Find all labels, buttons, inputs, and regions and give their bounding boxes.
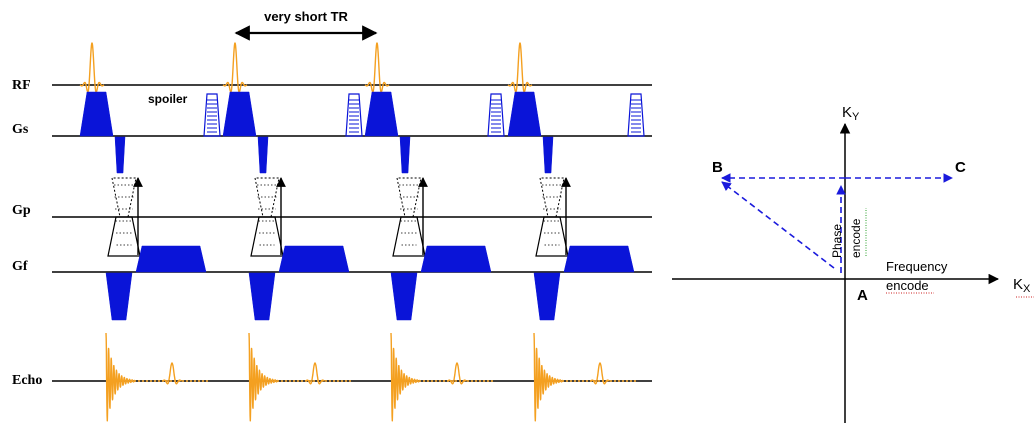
- gf-row-label: Gf: [12, 259, 28, 274]
- diagonal-trajectory-to-b: [721, 181, 835, 269]
- phase-encode-label: encode: [849, 218, 863, 258]
- phase-encode-table-4: [535, 177, 571, 257]
- frequency-dephase-lobe-2: [248, 272, 276, 321]
- rf-pulse-4: [507, 42, 533, 93]
- frequency-label: Frequency: [886, 259, 948, 274]
- phase-encode-table-2: [250, 177, 286, 257]
- slice-select-lobe-2: [222, 91, 257, 137]
- tr-annotation: very short TR: [234, 9, 378, 41]
- rf-pulse-1: [79, 42, 105, 93]
- slice-select-lobe-4: [507, 91, 542, 137]
- frequency-encode-label: encode: [886, 278, 929, 293]
- gs-row-label: Gs: [12, 122, 29, 137]
- phase-encode-gradients: [107, 177, 571, 257]
- echo-2: [248, 332, 353, 422]
- kspace-diagram: KY KX A B C Phase encode Frequency encod…: [672, 104, 1034, 423]
- kx-axis-label: KX: [1013, 276, 1031, 295]
- readout-gradient-2: [278, 245, 350, 273]
- readout-gradient-1: [135, 245, 207, 273]
- frequency-dephase-lobe-4: [533, 272, 561, 321]
- spoiler-label: spoiler: [148, 92, 188, 106]
- echo-1: [105, 332, 210, 422]
- rf-pulses: [79, 42, 533, 93]
- spoiler-gradient-3: [487, 93, 505, 137]
- echo-4: [533, 332, 638, 422]
- phase-encode-table-3: [392, 177, 428, 257]
- frequency-encode-gradients: [105, 245, 635, 321]
- ky-axis-label: KY: [842, 104, 860, 123]
- echo-row-label: Echo: [12, 373, 42, 388]
- echo-signals: [105, 332, 638, 422]
- row-labels: RF Gs Gp Gf Echo: [12, 78, 42, 388]
- spoiler-gradient-1: [203, 93, 221, 137]
- slice-select-gradients: [79, 91, 554, 174]
- baselines: [52, 84, 652, 382]
- slice-select-lobe-1: [79, 91, 114, 137]
- point-b-label: B: [712, 159, 723, 176]
- spoiler-gradients: [203, 93, 645, 137]
- rf-pulse-3: [364, 42, 390, 93]
- rf-pulse-2: [222, 42, 248, 93]
- rf-row-label: RF: [12, 78, 31, 93]
- slice-rephase-lobe-2: [257, 136, 269, 174]
- readout-gradient-3: [420, 245, 492, 273]
- phase-label: Phase: [830, 224, 844, 258]
- slice-rephase-lobe-3: [399, 136, 411, 174]
- tr-label: very short TR: [264, 9, 348, 24]
- readout-gradient-4: [563, 245, 635, 273]
- spoiler-gradient-2: [345, 93, 363, 137]
- frequency-dephase-lobe-3: [390, 272, 418, 321]
- frequency-dephase-lobe-1: [105, 272, 133, 321]
- point-a-label: A: [857, 287, 868, 304]
- slice-rephase-lobe-1: [114, 136, 126, 174]
- phase-encode-table-1: [107, 177, 143, 257]
- gp-row-label: Gp: [12, 203, 31, 218]
- echo-3: [390, 332, 495, 422]
- point-c-label: C: [955, 159, 966, 176]
- slice-rephase-lobe-4: [542, 136, 554, 174]
- slice-select-lobe-3: [364, 91, 399, 137]
- spoiler-gradient-4: [627, 93, 645, 137]
